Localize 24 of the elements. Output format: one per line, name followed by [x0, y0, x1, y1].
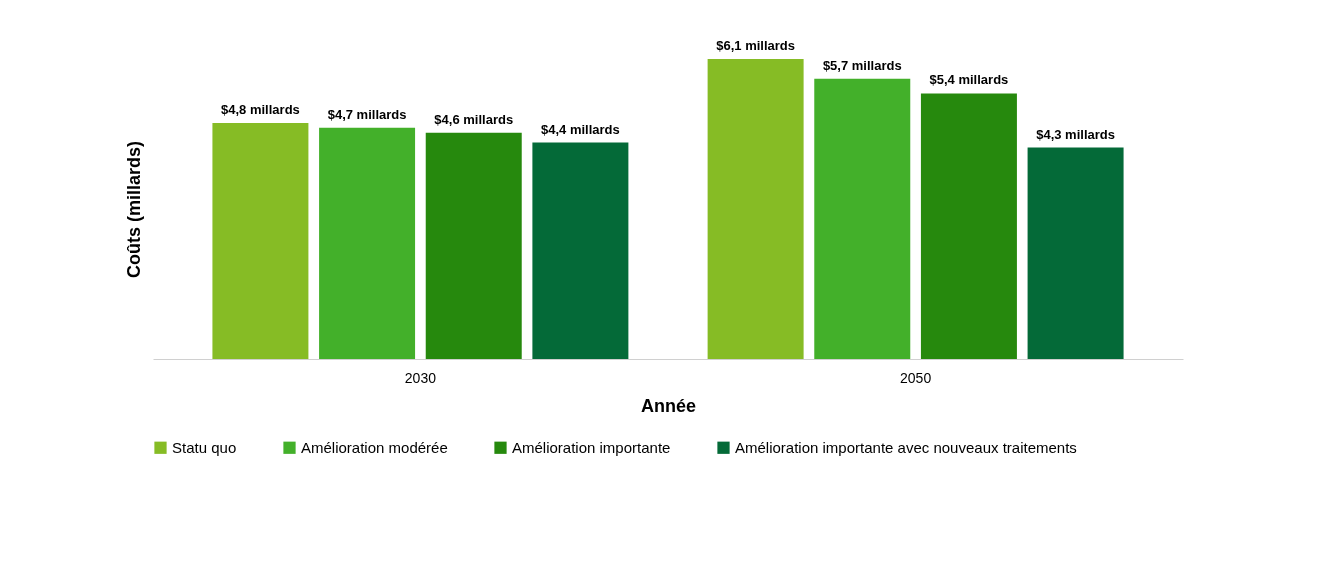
- data-label: $5,7 millards: [822, 57, 902, 73]
- data-label: $4,7 millards: [327, 106, 407, 122]
- bar: [1027, 147, 1124, 359]
- bar: [920, 93, 1017, 359]
- bar: [532, 142, 629, 359]
- bar: [319, 127, 416, 359]
- data-label: $6,1 millards: [716, 38, 795, 53]
- x-axis-title: Année: [640, 395, 697, 416]
- bar: [425, 132, 522, 359]
- bar: [212, 122, 309, 359]
- data-label: $4,8 millards: [221, 101, 300, 117]
- data-label: $4,3 millards: [1036, 126, 1115, 142]
- y-axis-title: Coûts (millards): [123, 140, 144, 279]
- bar: [814, 78, 911, 359]
- data-label: $4,6 millards: [434, 111, 514, 127]
- legend-label: Amélioration importante avec nouveaux traitements: [735, 438, 1077, 456]
- data-label: $5,4 millards: [929, 72, 1009, 88]
- bar: [707, 59, 804, 359]
- legend-label: Amélioration modérée: [301, 438, 448, 456]
- x-tick-label: 2050: [900, 369, 932, 386]
- x-tick-label: 2030: [404, 369, 437, 386]
- legend-label: Statu quo: [172, 438, 237, 456]
- data-label: $4,4 millards: [541, 121, 620, 137]
- legend-label: Amélioration importante: [512, 438, 671, 456]
